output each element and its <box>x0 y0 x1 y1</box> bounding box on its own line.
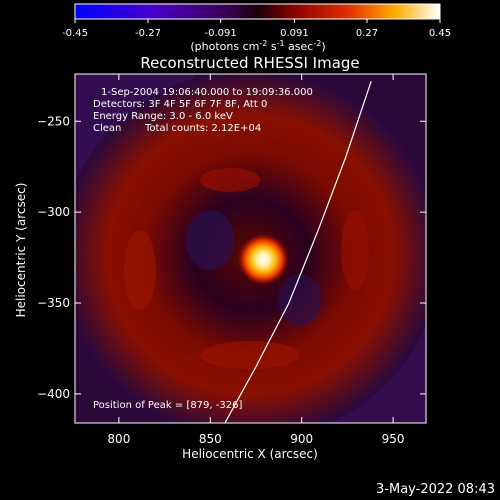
colorbar-tick-label: 0.45 <box>429 28 451 39</box>
x-axis-ticks: 800 850 900 950 <box>107 74 405 446</box>
annotation-time-range: 1-Sep-2004 19:06:40.000 to 19:09:36.000 <box>101 87 313 98</box>
annotation-detectors: Detectors: 3F 4F 5F 6F 7F 8F, Att 0 <box>93 99 267 110</box>
heatmap-image <box>75 74 426 423</box>
annotation-method: Clean <box>93 123 121 134</box>
solar-limb-curve <box>224 81 372 423</box>
y-tick-label: −400 <box>37 387 70 401</box>
plot-frame <box>74 73 427 424</box>
colorbar <box>74 3 441 20</box>
footer-timestamp: 3-May-2022 08:43 <box>376 482 495 497</box>
x-tick-label: 900 <box>290 432 313 446</box>
annotation-energy: Energy Range: 3.0 - 6.0 keV <box>93 111 233 122</box>
x-tick-label: 950 <box>382 432 405 446</box>
peak-source <box>237 233 290 286</box>
y-axis-ticks: −400 −350 −300 −250 <box>37 114 426 401</box>
colorbar-unit-label: (photons cm-2 s-1 asec-2) <box>190 39 325 53</box>
x-tick-label: 800 <box>107 432 130 446</box>
colorbar-ticks: -0.45 -0.27 -0.091 0.091 0.27 0.45 <box>62 19 451 39</box>
x-tick-label: 850 <box>199 432 222 446</box>
annotation-peak-position: Position of Peak = [879, -326] <box>93 400 242 411</box>
y-axis-label: Heliocentric Y (arcsec) <box>14 183 28 318</box>
colorbar-tick-label: -0.27 <box>135 28 161 39</box>
colorbar-tick-label: 0.091 <box>280 28 309 39</box>
annotation-counts: Total counts: 2.12E+04 <box>144 123 261 134</box>
colorbar-tick-label: 0.27 <box>356 28 378 39</box>
chart-title: Reconstructed RHESSI Image <box>140 54 359 72</box>
y-tick-label: −350 <box>37 296 70 310</box>
y-tick-label: −250 <box>37 114 70 128</box>
colorbar-tick-label: -0.45 <box>62 28 88 39</box>
x-axis-label: Heliocentric X (arcsec) <box>182 447 318 461</box>
colorbar-tick-label: -0.091 <box>204 28 236 39</box>
y-tick-label: −300 <box>37 205 70 219</box>
